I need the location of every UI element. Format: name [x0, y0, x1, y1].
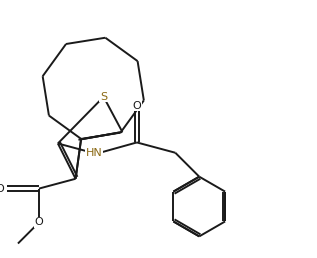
Text: HN: HN: [86, 148, 102, 158]
Text: O: O: [35, 217, 43, 227]
Text: O: O: [133, 101, 141, 111]
Text: S: S: [100, 92, 107, 102]
Text: O: O: [0, 183, 4, 194]
